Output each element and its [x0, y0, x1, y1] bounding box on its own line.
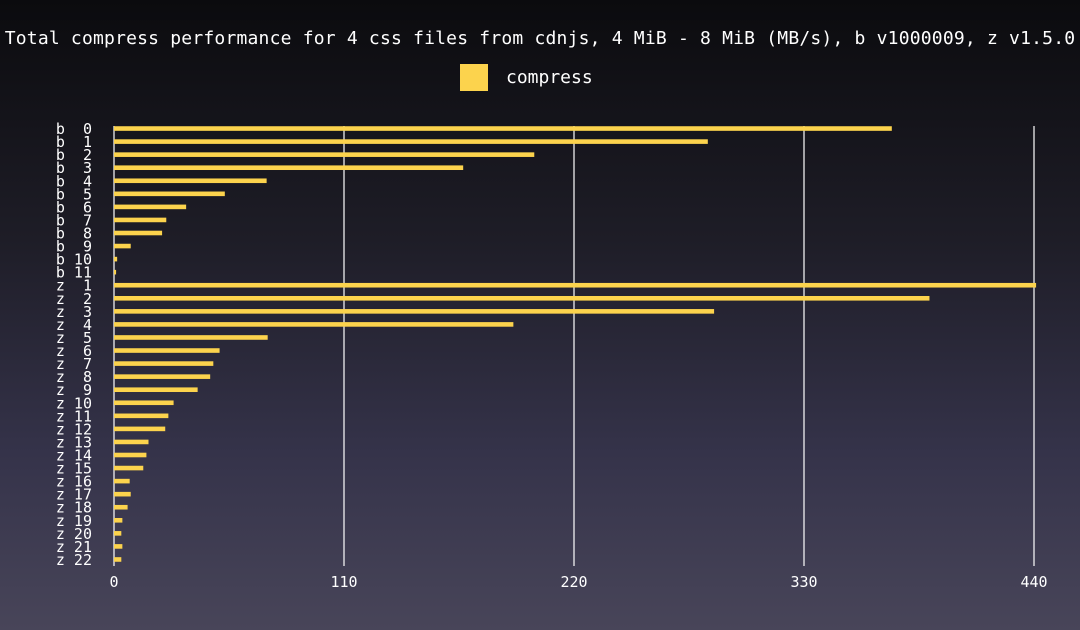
bar: [114, 322, 514, 327]
bar: [114, 309, 715, 314]
bar-layer: [114, 126, 1037, 562]
bar: [114, 243, 131, 249]
category-label: z 18: [56, 499, 92, 517]
bar: [114, 557, 122, 562]
category-label: b 10: [56, 251, 92, 269]
bar: [114, 426, 166, 432]
category-label: z 3: [56, 303, 92, 321]
category-label: b 3: [56, 159, 92, 177]
bar: [114, 439, 149, 445]
category-label: z 20: [56, 525, 92, 543]
x-tick-label: 220: [560, 573, 587, 591]
bar: [114, 178, 267, 184]
category-label: z 15: [56, 460, 92, 478]
category-label: b 11: [56, 264, 92, 282]
category-label: z 22: [56, 551, 92, 569]
chart-title: Total compress performance for 4 css fil…: [4, 28, 1076, 49]
bar: [114, 374, 211, 379]
category-label: z 16: [56, 473, 92, 491]
bar: [114, 491, 131, 497]
bar: [114, 282, 1037, 288]
category-label: z 7: [56, 355, 92, 373]
category-label: b 0: [56, 120, 92, 138]
bar: [114, 217, 167, 223]
category-label: b 6: [56, 198, 92, 216]
category-label: b 8: [56, 225, 92, 243]
category-label: z 17: [56, 486, 92, 504]
category-label: z 6: [56, 342, 92, 360]
category-label: z 21: [56, 538, 92, 556]
category-label: z 5: [56, 329, 92, 347]
category-label: b 2: [56, 146, 92, 164]
bar: [114, 256, 118, 262]
category-label: z 1: [56, 277, 92, 295]
bar: [114, 126, 892, 131]
category-label: b 5: [56, 185, 92, 203]
category-label: z 4: [56, 316, 92, 334]
bar: [114, 191, 225, 197]
bar: [114, 478, 130, 484]
category-label: z 9: [56, 381, 92, 399]
x-tick-label: 110: [330, 573, 357, 591]
category-label: z 8: [56, 368, 92, 386]
category-label: z 11: [56, 407, 92, 425]
category-labels: b 0b 1b 2b 3b 4b 5b 6b 7b 8b 9b 10b 11z …: [56, 120, 92, 569]
bar: [114, 295, 930, 301]
bar: [114, 204, 187, 210]
bar: [114, 348, 220, 353]
bar: [114, 400, 174, 406]
category-label: z 2: [56, 290, 92, 308]
category-label: z 10: [56, 394, 92, 412]
bar: [114, 517, 123, 523]
bar: [114, 335, 268, 340]
bar: [114, 139, 708, 144]
category-label: b 9: [56, 238, 92, 256]
category-label: z 19: [56, 512, 92, 530]
bar: [114, 361, 214, 366]
grid-layer: [113, 126, 1035, 566]
bar: [114, 269, 117, 275]
x-tick-label: 0: [109, 573, 118, 591]
bar: [114, 452, 147, 458]
bar: [114, 465, 144, 471]
x-tick-labels: 0 110 220 330 440: [109, 573, 1047, 591]
bar: [114, 544, 123, 549]
bar: [114, 387, 198, 393]
legend: compress: [460, 64, 593, 91]
category-label: z 13: [56, 433, 92, 451]
category-label: z 14: [56, 447, 92, 465]
bar: [114, 413, 169, 419]
x-tick-label: 330: [790, 573, 817, 591]
category-label: b 1: [56, 133, 92, 151]
legend-swatch: [460, 64, 488, 91]
x-tick-label: 440: [1020, 573, 1047, 591]
bar: [114, 165, 464, 171]
bar: [114, 504, 128, 510]
bar: [114, 152, 535, 157]
bar: [114, 531, 122, 536]
category-label: b 4: [56, 172, 92, 190]
bar: [114, 230, 163, 236]
legend-label: compress: [506, 67, 593, 88]
category-label: b 7: [56, 211, 92, 229]
category-label: z 12: [56, 420, 92, 438]
